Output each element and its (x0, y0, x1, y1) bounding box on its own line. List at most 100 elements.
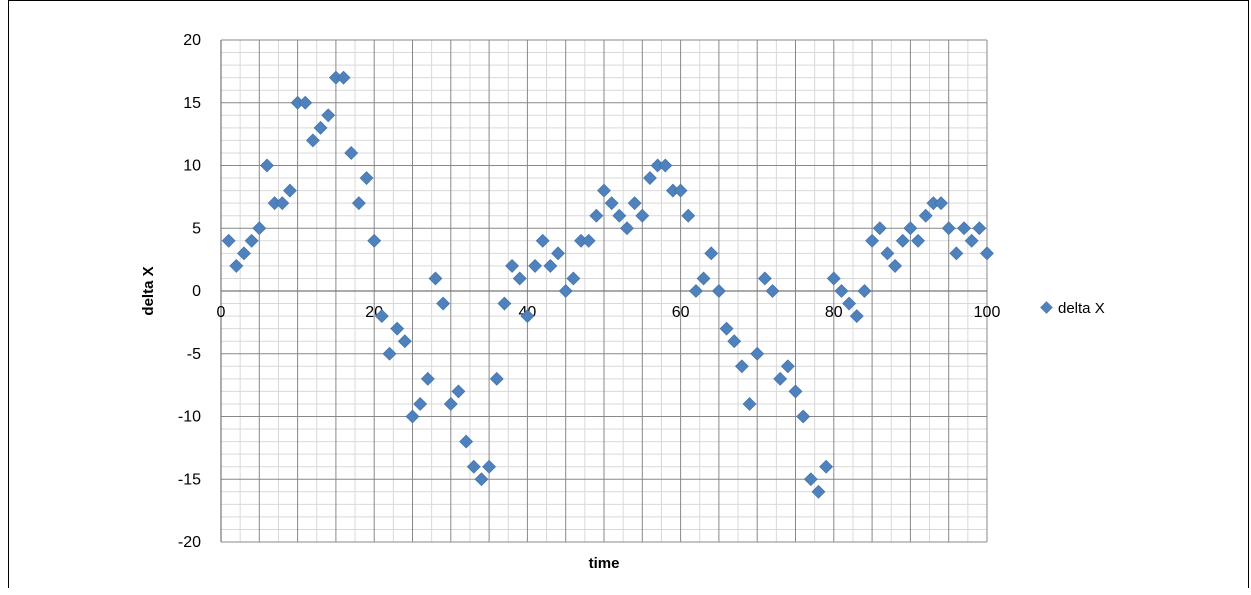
data-point (382, 346, 397, 361)
data-point (895, 233, 910, 248)
data-point (528, 258, 542, 273)
data-point (773, 371, 788, 386)
data-point (635, 208, 650, 223)
data-points (221, 70, 994, 499)
data-point (390, 321, 405, 336)
data-point (941, 221, 956, 236)
data-point (428, 271, 443, 286)
data-point (918, 208, 933, 223)
data-point (980, 246, 994, 261)
data-point (283, 183, 297, 198)
y-tick-label: -5 (187, 346, 201, 363)
data-point (520, 309, 535, 324)
data-point (865, 233, 880, 248)
data-point (313, 120, 328, 135)
data-point (803, 472, 818, 487)
data-point (474, 472, 489, 487)
data-point (359, 171, 374, 185)
data-point (903, 221, 918, 236)
data-point (275, 196, 290, 211)
data-point (734, 359, 749, 374)
data-point (673, 183, 688, 198)
data-point (551, 246, 565, 261)
data-point (367, 233, 382, 248)
data-point (581, 233, 596, 248)
data-point (244, 233, 259, 248)
x-axis-title: time (589, 555, 620, 572)
data-point (497, 296, 512, 311)
data-point (589, 208, 604, 223)
data-point (880, 246, 895, 261)
data-point (688, 284, 703, 298)
data-point (888, 258, 903, 273)
data-point (704, 246, 719, 261)
data-point (237, 246, 251, 261)
data-point (405, 409, 420, 424)
data-point (620, 221, 634, 236)
y-tick-label: -15 (178, 471, 201, 488)
data-point (252, 221, 267, 236)
data-point (459, 434, 474, 449)
data-point (451, 384, 466, 399)
data-point (819, 459, 834, 474)
y-tick-label: -20 (178, 534, 201, 551)
data-point (742, 397, 757, 411)
y-tick-label: -10 (178, 409, 201, 426)
data-point (374, 309, 389, 324)
data-point (413, 397, 428, 411)
data-point (436, 296, 451, 311)
y-tick-label: 0 (192, 283, 201, 300)
data-point (543, 258, 558, 273)
data-point (765, 284, 780, 298)
data-point (505, 258, 520, 273)
legend-label: delta X (1058, 300, 1105, 317)
x-tick-label: 60 (672, 304, 690, 321)
data-point (351, 196, 366, 211)
data-point (597, 183, 611, 198)
data-point (535, 233, 550, 248)
y-axis-title: delta X (140, 266, 157, 315)
data-point (260, 158, 274, 173)
data-point (681, 208, 696, 223)
data-point (711, 284, 726, 298)
data-point (911, 233, 925, 248)
data-point (849, 309, 864, 324)
y-tick-label: 10 (183, 158, 201, 175)
data-point (949, 246, 964, 261)
data-point (566, 271, 581, 286)
data-point (420, 371, 435, 386)
data-point (780, 359, 795, 374)
data-point (604, 196, 619, 211)
data-point (788, 384, 803, 399)
data-point (934, 196, 948, 211)
data-point (834, 284, 849, 298)
x-tick-label: 100 (974, 304, 1001, 321)
data-point (842, 296, 857, 311)
x-tick-label: 80 (825, 304, 843, 321)
data-point (796, 409, 811, 424)
data-point (336, 70, 351, 85)
data-point (512, 271, 527, 286)
data-point (727, 334, 742, 349)
data-point (344, 146, 359, 160)
chart-frame (8, 0, 1249, 588)
data-point (466, 459, 481, 474)
x-tick-label: 0 (217, 304, 226, 321)
data-point (612, 208, 627, 223)
data-point (643, 171, 657, 185)
data-point (964, 233, 979, 248)
data-point (750, 346, 765, 361)
data-point (627, 196, 642, 211)
y-tick-label: 5 (192, 220, 201, 237)
data-point (443, 397, 458, 411)
data-point (298, 95, 313, 110)
data-point (229, 258, 244, 273)
data-point (857, 284, 872, 298)
data-point (719, 321, 734, 336)
data-point (696, 271, 711, 286)
data-point (872, 221, 887, 236)
data-point (811, 484, 826, 499)
data-point (558, 284, 573, 298)
